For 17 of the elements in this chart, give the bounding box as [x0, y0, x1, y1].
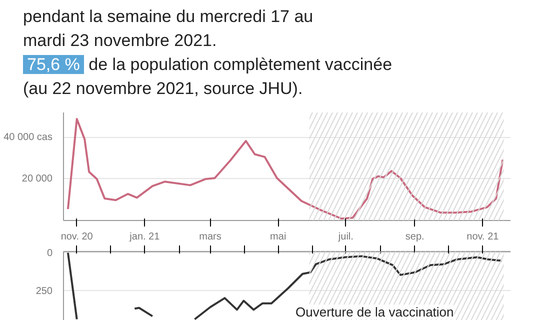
x-tick-label: mai [270, 232, 286, 242]
y-tick-label: 40 000 cas [4, 132, 53, 143]
text: mardi 23 novembre 2021. [23, 31, 217, 50]
text: pendant la semaine du mercredi 17 au [23, 7, 314, 26]
y-tick-label: 0 [46, 248, 53, 260]
text: de la population complètement vaccinée [88, 55, 392, 74]
annotation: Ouverture de la vaccination [296, 304, 454, 320]
text: 75,6 % [23, 55, 84, 74]
text: (au 22 novembre 2021, source JHU). [23, 79, 303, 98]
y-tick-label: 250 [36, 286, 53, 298]
x-tick-label: jan. 21 [128, 232, 160, 242]
x-tick-label: nov. 21 [466, 232, 500, 242]
y-tick-label: 20 000 [22, 173, 53, 184]
x-tick-label: sep. [405, 232, 424, 242]
x-tick-label: mars [199, 232, 222, 242]
x-tick-label: nov. 20 [60, 232, 94, 242]
x-tick-label: juil. [337, 232, 354, 242]
